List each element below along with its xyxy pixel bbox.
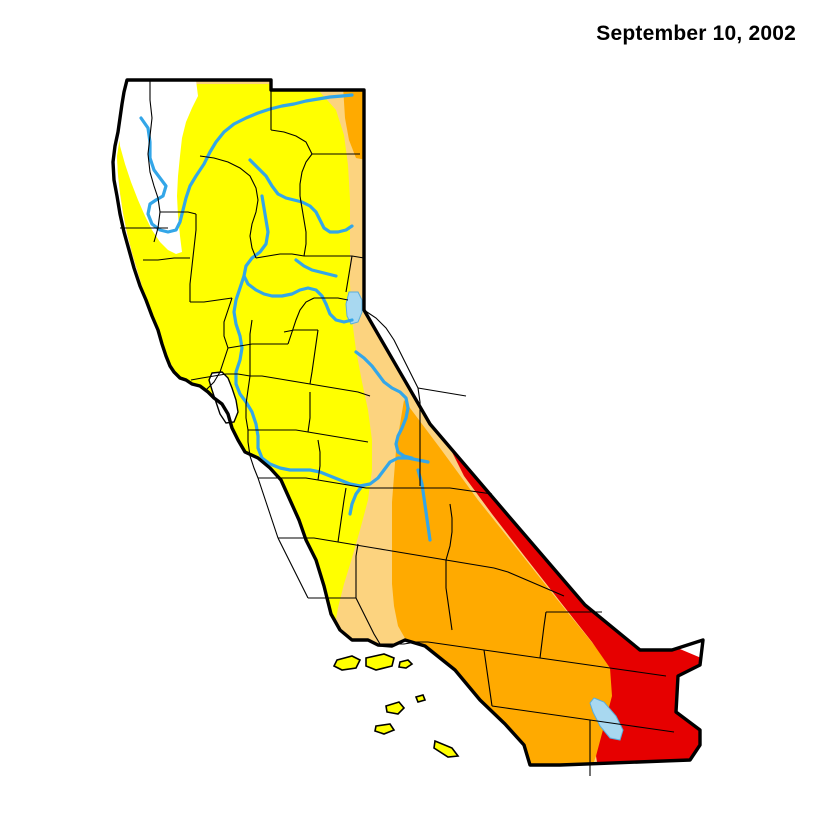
drought-severity-bands <box>117 80 703 765</box>
map-title: September 10, 2002 <box>596 22 796 45</box>
san-francisco-bay <box>208 371 239 424</box>
drought-band-d2-northeast <box>343 86 366 160</box>
no-drought-northwest-coast <box>118 80 198 254</box>
klamath-river <box>139 93 354 234</box>
sacramento-river <box>242 194 328 306</box>
state-outline <box>111 78 705 767</box>
channel-islands <box>332 653 460 758</box>
sacramento-river-south <box>232 274 430 488</box>
lake-tahoe <box>345 291 363 325</box>
water-features <box>208 291 624 741</box>
salton-sea <box>589 697 624 741</box>
pit-river <box>248 158 354 234</box>
feather-river <box>294 258 338 278</box>
county-boundaries <box>120 80 675 776</box>
rivers <box>139 93 432 542</box>
kern-river <box>348 484 364 516</box>
drought-band-d2-south <box>392 400 614 765</box>
owens-river <box>416 468 432 542</box>
american-river <box>324 302 354 324</box>
drought-band-d0 <box>117 84 372 648</box>
san-joaquin-river <box>354 350 414 460</box>
